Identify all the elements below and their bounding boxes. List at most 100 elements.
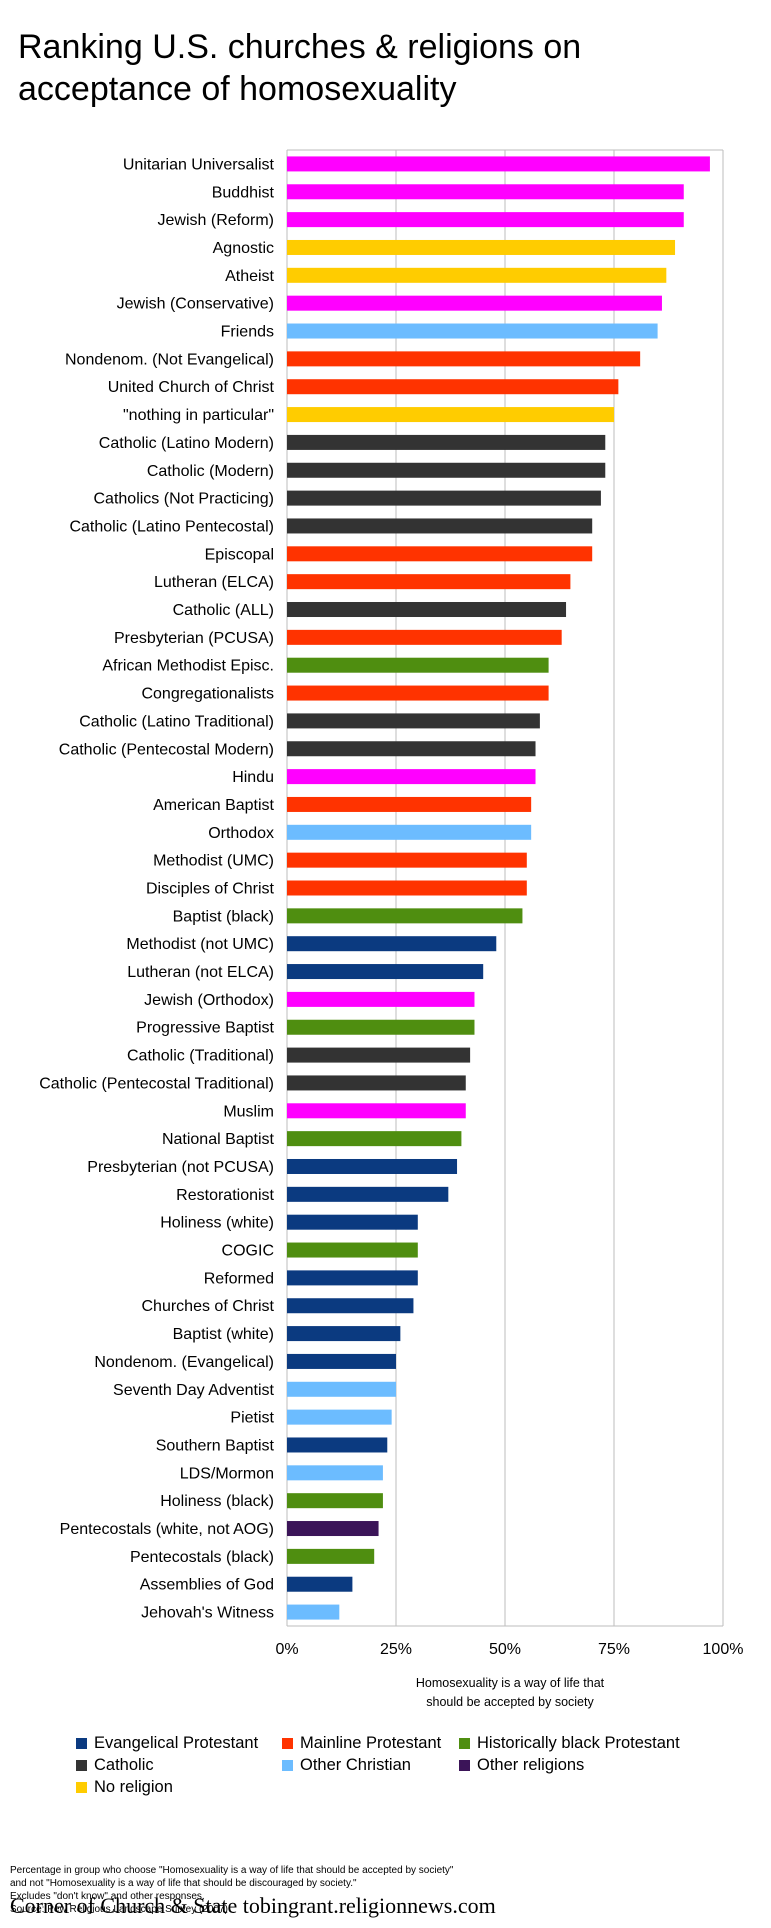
bar bbox=[287, 1047, 471, 1063]
legend-item-catholic: Catholic bbox=[76, 1756, 154, 1775]
category-label: Orthodox bbox=[208, 825, 274, 842]
legend-item-other-christian: Other Christian bbox=[282, 1756, 411, 1775]
category-label: Churches of Christ bbox=[142, 1298, 275, 1315]
category-label: Methodist (UMC) bbox=[153, 853, 274, 870]
bar bbox=[287, 239, 676, 255]
category-label: Restorationist bbox=[176, 1187, 274, 1204]
category-label: Methodist (not UMC) bbox=[126, 936, 274, 953]
category-label: Catholic (Modern) bbox=[147, 463, 274, 480]
category-label: Presbyterian (not PCUSA) bbox=[87, 1159, 274, 1176]
legend-swatch bbox=[76, 1782, 87, 1793]
footnote-line: Percentage in group who choose "Homosexu… bbox=[10, 1865, 454, 1876]
bar bbox=[287, 685, 549, 701]
bar bbox=[287, 824, 532, 840]
bar bbox=[287, 434, 606, 450]
legend-item-no-religion: No religion bbox=[76, 1778, 173, 1797]
bar bbox=[287, 1548, 375, 1564]
footnote-line: Source: Pew Religious Landscape Survey (… bbox=[10, 1904, 228, 1915]
x-axis-label-line-1: Homosexuality is a way of life that bbox=[415, 1676, 605, 1690]
x-axis-label: Homosexuality is a way of life that shou… bbox=[370, 1674, 650, 1712]
x-tick-label: 0% bbox=[275, 1641, 298, 1658]
category-label: Hindu bbox=[232, 769, 274, 786]
bar bbox=[287, 880, 527, 896]
footnotes: Percentage in group who choose "Homosexu… bbox=[10, 1864, 453, 1916]
bar bbox=[287, 602, 567, 618]
bar bbox=[287, 964, 484, 980]
category-label: Catholic (Traditional) bbox=[127, 1048, 274, 1065]
chart-title-line-2: acceptance of homosexuality bbox=[18, 70, 457, 108]
x-tick-label: 75% bbox=[598, 1641, 630, 1658]
legend-item-evangelical-protestant: Evangelical Protestant bbox=[76, 1734, 258, 1753]
bar bbox=[287, 1270, 418, 1286]
bar bbox=[287, 796, 532, 812]
bar bbox=[287, 351, 641, 367]
bar bbox=[287, 741, 536, 757]
category-label: Catholic (Pentecostal Traditional) bbox=[39, 1075, 274, 1092]
category-label: Catholic (Latino Traditional) bbox=[79, 713, 274, 730]
category-label: Nondenom. (Evangelical) bbox=[94, 1354, 274, 1371]
bar bbox=[287, 1576, 353, 1592]
category-label: Lutheran (not ELCA) bbox=[127, 964, 274, 981]
bar bbox=[287, 1493, 383, 1509]
bar bbox=[287, 908, 523, 924]
bar bbox=[287, 1604, 340, 1620]
category-label: Presbyterian (PCUSA) bbox=[114, 630, 274, 647]
category-label: Catholic (Latino Modern) bbox=[99, 435, 274, 452]
legend-label: Other Christian bbox=[300, 1756, 411, 1774]
category-label: Holiness (white) bbox=[160, 1215, 274, 1232]
category-label: Unitarian Universalist bbox=[123, 156, 275, 173]
bar bbox=[287, 1465, 383, 1481]
bar bbox=[287, 1214, 418, 1230]
bar bbox=[287, 1326, 401, 1342]
category-label: Atheist bbox=[225, 268, 274, 285]
bar-chart: 0% 25% 50% 75% 100% Unitarian Universalist Bud… bbox=[39, 149, 744, 1658]
bar bbox=[287, 1437, 388, 1453]
category-label: COGIC bbox=[222, 1243, 274, 1260]
bar bbox=[287, 546, 593, 562]
category-label: Episcopal bbox=[205, 546, 274, 563]
legend-label: Mainline Protestant bbox=[300, 1734, 442, 1752]
category-label: Baptist (white) bbox=[173, 1326, 274, 1343]
category-label: Pentecostals (white, not AOG) bbox=[60, 1521, 274, 1538]
category-label: Jewish (Orthodox) bbox=[144, 992, 274, 1009]
legend-label: Historically black Protestant bbox=[477, 1734, 680, 1752]
category-label: Congregationalists bbox=[141, 686, 274, 703]
bar bbox=[287, 991, 475, 1007]
legend-swatch bbox=[76, 1760, 87, 1771]
chart-title-line-1: Ranking U.S. churches & religions on bbox=[18, 28, 582, 66]
legend-swatch bbox=[282, 1738, 293, 1749]
legend-swatch bbox=[459, 1760, 470, 1771]
category-label: United Church of Christ bbox=[108, 379, 275, 396]
bar bbox=[287, 1019, 475, 1035]
bar bbox=[287, 212, 684, 228]
bar bbox=[287, 267, 667, 283]
bar bbox=[287, 156, 710, 172]
bar bbox=[287, 936, 497, 952]
category-label: Progressive Baptist bbox=[136, 1020, 274, 1037]
bar bbox=[287, 1409, 392, 1425]
category-label: Buddhist bbox=[212, 184, 275, 201]
bar bbox=[287, 407, 614, 423]
category-label: Friends bbox=[221, 324, 274, 341]
category-label: National Baptist bbox=[162, 1131, 275, 1148]
category-label: Catholics (Not Practicing) bbox=[94, 491, 275, 508]
legend-label: Catholic bbox=[94, 1756, 154, 1774]
bar bbox=[287, 629, 562, 645]
category-label: Disciples of Christ bbox=[146, 881, 275, 898]
category-label: Muslim bbox=[223, 1103, 274, 1120]
category-label: American Baptist bbox=[153, 797, 274, 814]
x-tick-label: 100% bbox=[703, 1641, 744, 1658]
x-tick-label: 50% bbox=[489, 1641, 521, 1658]
footer-credit: Corner of Church & State tobingrant.reli… bbox=[10, 1893, 496, 1918]
legend-item-mainline-protestant: Mainline Protestant bbox=[282, 1734, 441, 1753]
category-label: Holiness (black) bbox=[160, 1493, 274, 1510]
legend-label: No religion bbox=[94, 1778, 173, 1796]
bar bbox=[287, 657, 549, 673]
bar bbox=[287, 1075, 466, 1091]
legend-item-historically-black-protestant: Historically black Protestant bbox=[459, 1734, 680, 1753]
x-axis-label-line-2: should be accepted by society bbox=[426, 1695, 594, 1709]
category-label: Catholic (Pentecostal Modern) bbox=[59, 741, 274, 758]
legend-swatch bbox=[282, 1760, 293, 1771]
category-label: Jehovah's Witness bbox=[141, 1605, 274, 1622]
bar bbox=[287, 379, 619, 395]
